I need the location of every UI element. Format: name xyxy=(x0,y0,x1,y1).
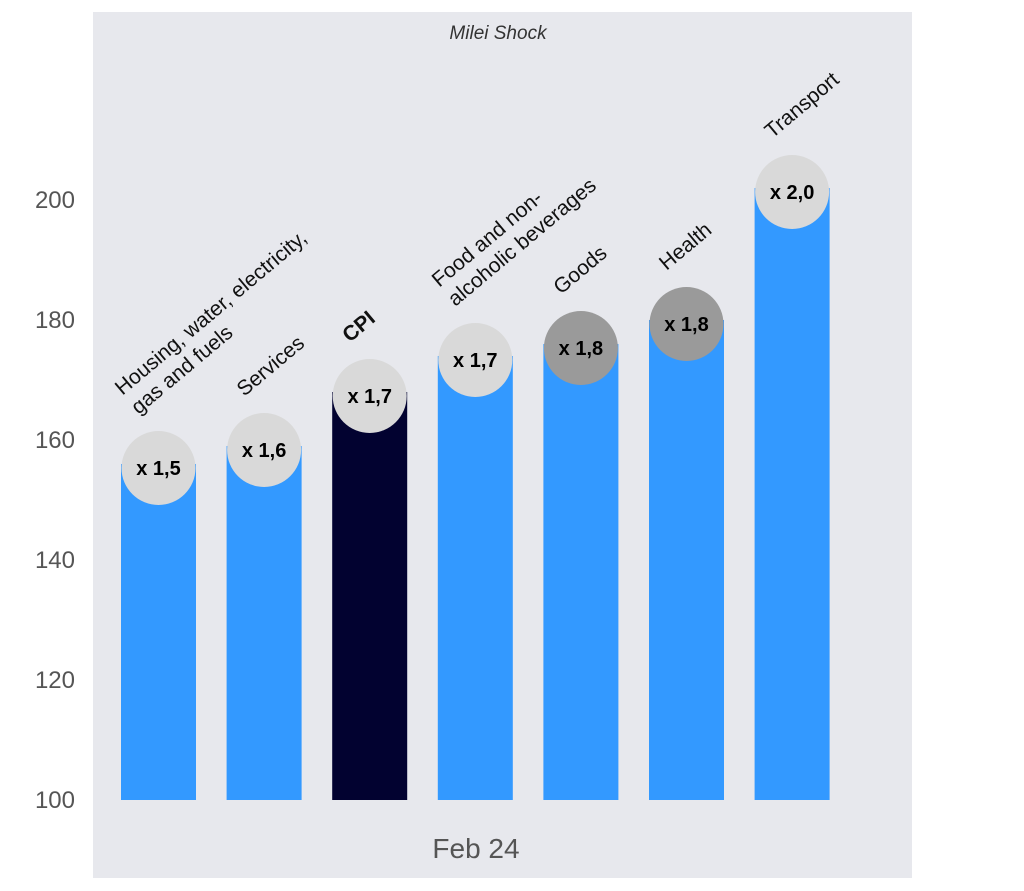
multiplier-bubble xyxy=(755,155,830,229)
multiplier-label: x 1,5 xyxy=(136,458,180,480)
bar xyxy=(121,464,196,800)
multiplier-bubble xyxy=(649,287,724,361)
chart-title: Milei Shock xyxy=(449,23,548,44)
y-axis: 100 120 140 160 180 200 xyxy=(35,187,75,814)
y-tick-label: 180 xyxy=(35,307,75,334)
multiplier-bubble xyxy=(121,431,196,505)
y-tick-label: 100 xyxy=(35,787,75,814)
bar xyxy=(226,446,302,800)
multiplier-bubble xyxy=(332,359,407,433)
x-axis-label: Feb 24 xyxy=(432,833,519,864)
multiplier-bubble xyxy=(438,323,513,397)
bar xyxy=(754,188,830,800)
y-tick-label: 200 xyxy=(35,187,75,214)
bars xyxy=(121,188,830,800)
multiplier-bubble xyxy=(227,413,302,487)
bar xyxy=(437,356,513,800)
multiplier-label: x 1,8 xyxy=(559,338,603,360)
multiplier-bubble xyxy=(543,311,618,385)
bar xyxy=(543,344,619,800)
y-tick-label: 160 xyxy=(35,427,75,454)
bar xyxy=(649,320,724,800)
multiplier-label: x 1,8 xyxy=(664,314,708,336)
y-tick-label: 120 xyxy=(35,667,75,694)
multiplier-label: x 2,0 xyxy=(770,182,814,204)
bar xyxy=(332,392,408,800)
y-tick-label: 140 xyxy=(35,547,75,574)
multiplier-label: x 1,7 xyxy=(347,386,391,408)
multiplier-label: x 1,6 xyxy=(242,440,286,462)
multiplier-label: x 1,7 xyxy=(453,350,497,372)
multiplier-badges: x 1,5 x 1,6 x 1,7 x 1,7 x 1,8 x 1,8 x 2,0 xyxy=(121,155,830,505)
